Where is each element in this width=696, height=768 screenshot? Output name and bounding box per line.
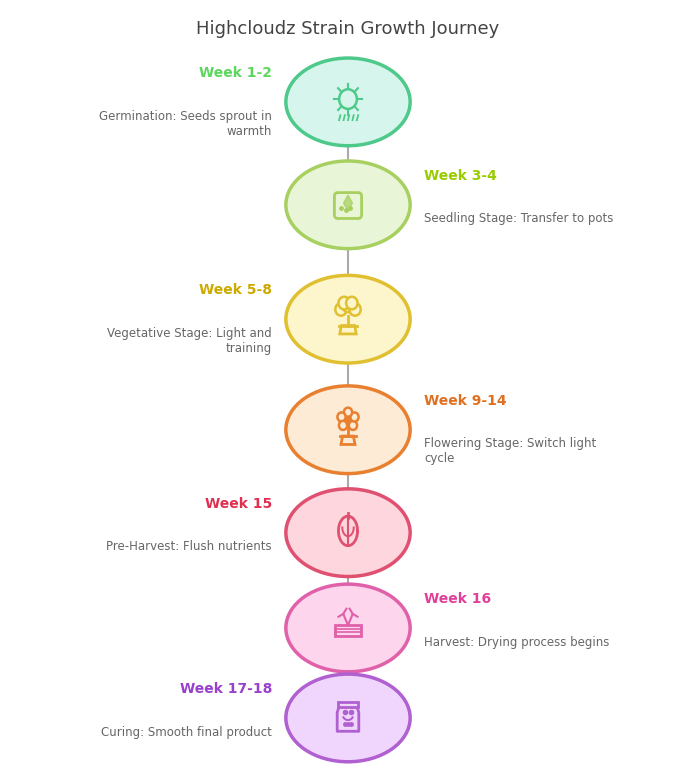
Bar	[335, 625, 361, 636]
Text: Week 3-4: Week 3-4	[424, 169, 497, 183]
Circle shape	[338, 412, 346, 422]
Circle shape	[339, 421, 347, 430]
Text: Vegetative Stage: Light and
training: Vegetative Stage: Light and training	[107, 327, 272, 355]
Text: Pre-Harvest: Flush nutrients: Pre-Harvest: Flush nutrients	[106, 541, 272, 553]
Bar	[338, 702, 358, 707]
Text: Week 16: Week 16	[424, 592, 491, 606]
Ellipse shape	[286, 584, 410, 672]
Polygon shape	[337, 707, 359, 731]
Text: Curing: Smooth final product: Curing: Smooth final product	[101, 726, 272, 739]
Ellipse shape	[286, 276, 410, 363]
Ellipse shape	[286, 58, 410, 146]
Ellipse shape	[286, 489, 410, 577]
Ellipse shape	[286, 674, 410, 762]
Text: Harvest: Drying process begins: Harvest: Drying process begins	[424, 636, 609, 649]
Ellipse shape	[286, 161, 410, 249]
Ellipse shape	[286, 386, 410, 474]
Polygon shape	[341, 436, 355, 445]
Circle shape	[339, 89, 357, 109]
Text: Week 1-2: Week 1-2	[199, 66, 272, 80]
Circle shape	[342, 300, 354, 312]
Text: Week 15: Week 15	[205, 497, 272, 511]
Circle shape	[344, 408, 352, 417]
Circle shape	[346, 296, 358, 310]
Text: Highcloudz Strain Growth Journey: Highcloudz Strain Growth Journey	[196, 21, 500, 38]
Text: Week 17-18: Week 17-18	[180, 682, 272, 696]
Text: Germination: Seeds sprout in
warmth: Germination: Seeds sprout in warmth	[99, 110, 272, 137]
Polygon shape	[338, 516, 358, 545]
Circle shape	[345, 416, 351, 423]
FancyBboxPatch shape	[334, 193, 362, 218]
Circle shape	[338, 296, 350, 310]
Polygon shape	[340, 326, 356, 334]
Text: Seedling Stage: Transfer to pots: Seedling Stage: Transfer to pots	[424, 213, 613, 226]
Circle shape	[349, 303, 361, 316]
Text: Flowering Stage: Switch light
cycle: Flowering Stage: Switch light cycle	[424, 437, 596, 465]
Text: Week 5-8: Week 5-8	[199, 283, 272, 297]
Text: Week 9-14: Week 9-14	[424, 394, 507, 408]
Circle shape	[349, 421, 357, 430]
Circle shape	[350, 412, 358, 422]
Circle shape	[335, 303, 347, 316]
Polygon shape	[344, 195, 352, 211]
